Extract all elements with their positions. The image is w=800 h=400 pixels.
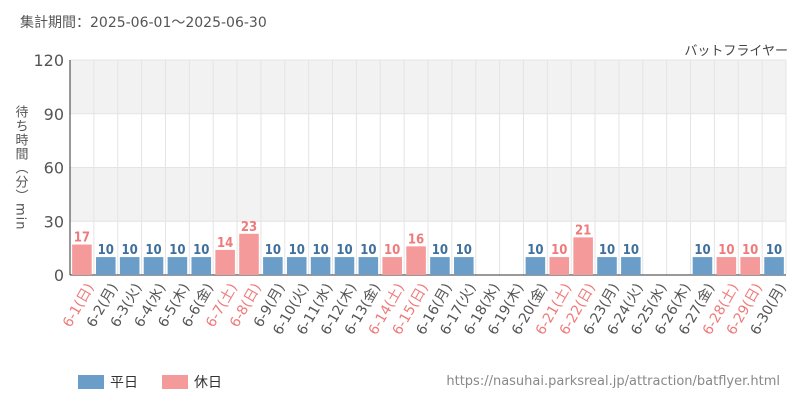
bar-value-label: 10 [456,243,472,258]
bar [740,257,760,275]
bar-value-label: 10 [169,243,185,258]
legend-label-weekday: 平日 [110,375,138,391]
bar [525,257,546,275]
period-label: 集計期間：2025-06-01～2025-06-30 [20,15,267,31]
legend-label-holiday: 休日 [194,375,222,391]
bar [382,257,402,275]
bar-value-label: 10 [623,243,639,258]
bar [597,257,617,275]
y-axis-label: 待ち時間（分）min [12,104,28,231]
bar [310,257,331,275]
bar-value-label: 10 [527,243,543,258]
bar-value-label: 10 [336,243,352,258]
bar [96,257,116,275]
bar [716,257,737,275]
bar-value-label: 23 [241,220,257,235]
bar-value-label: 14 [217,236,233,251]
bar-value-label: 10 [360,243,376,258]
legend-item-weekday[interactable]: 平日 [78,372,138,392]
wait-time-chart: 0306090120176-1(日)106-2(月)106-3(火)106-4(… [33,51,789,338]
legend-swatch-holiday [162,375,188,389]
bar [215,249,235,275]
bar [454,257,474,275]
bar [72,244,92,275]
bar-value-label: 10 [122,243,138,258]
bar-value-label: 16 [408,232,424,247]
bar-value-label: 10 [145,243,161,258]
bar [573,237,593,275]
bar [621,257,641,275]
bar [406,246,426,275]
source-url[interactable]: https://nasuhai.parksreal.jp/attraction/… [446,374,780,389]
y-tick-label: 0 [54,266,64,285]
bar-value-label: 10 [432,243,448,258]
legend: 平日 休日 [78,372,222,392]
bar [286,257,307,275]
y-tick-label: 30 [44,212,64,231]
bar-value-label: 10 [384,243,400,258]
bar-value-label: 10 [718,243,734,258]
bar [191,257,212,275]
bar-value-label: 10 [551,243,567,258]
y-tick-label: 90 [44,105,64,124]
y-tick-label: 60 [44,159,64,178]
legend-item-holiday[interactable]: 休日 [162,372,222,392]
bar-value-label: 17 [74,231,90,246]
bar [119,257,140,275]
y-axis-label-box: 待ち時間（分）min [8,60,32,275]
bar [692,257,713,275]
bar [334,257,355,275]
bar [167,257,188,275]
bar-value-label: 10 [289,243,305,258]
bar-value-label: 10 [766,243,782,258]
bar [764,257,784,275]
bar-value-label: 10 [98,243,114,258]
bar [358,257,379,275]
bar-value-label: 10 [265,243,281,258]
bar [143,257,164,275]
bar-value-label: 21 [575,223,591,238]
bar-value-label: 10 [312,243,328,258]
legend-swatch-weekday [78,375,104,389]
bar-value-label: 10 [599,243,615,258]
bar [430,257,450,275]
bar [549,257,570,275]
bar-value-label: 10 [742,243,758,258]
bar [263,257,283,275]
bar-value-label: 10 [694,243,710,258]
bar-value-label: 10 [193,243,209,258]
y-tick-label: 120 [33,51,64,70]
bar [239,233,259,275]
attraction-name: バットフライヤー [684,44,788,59]
